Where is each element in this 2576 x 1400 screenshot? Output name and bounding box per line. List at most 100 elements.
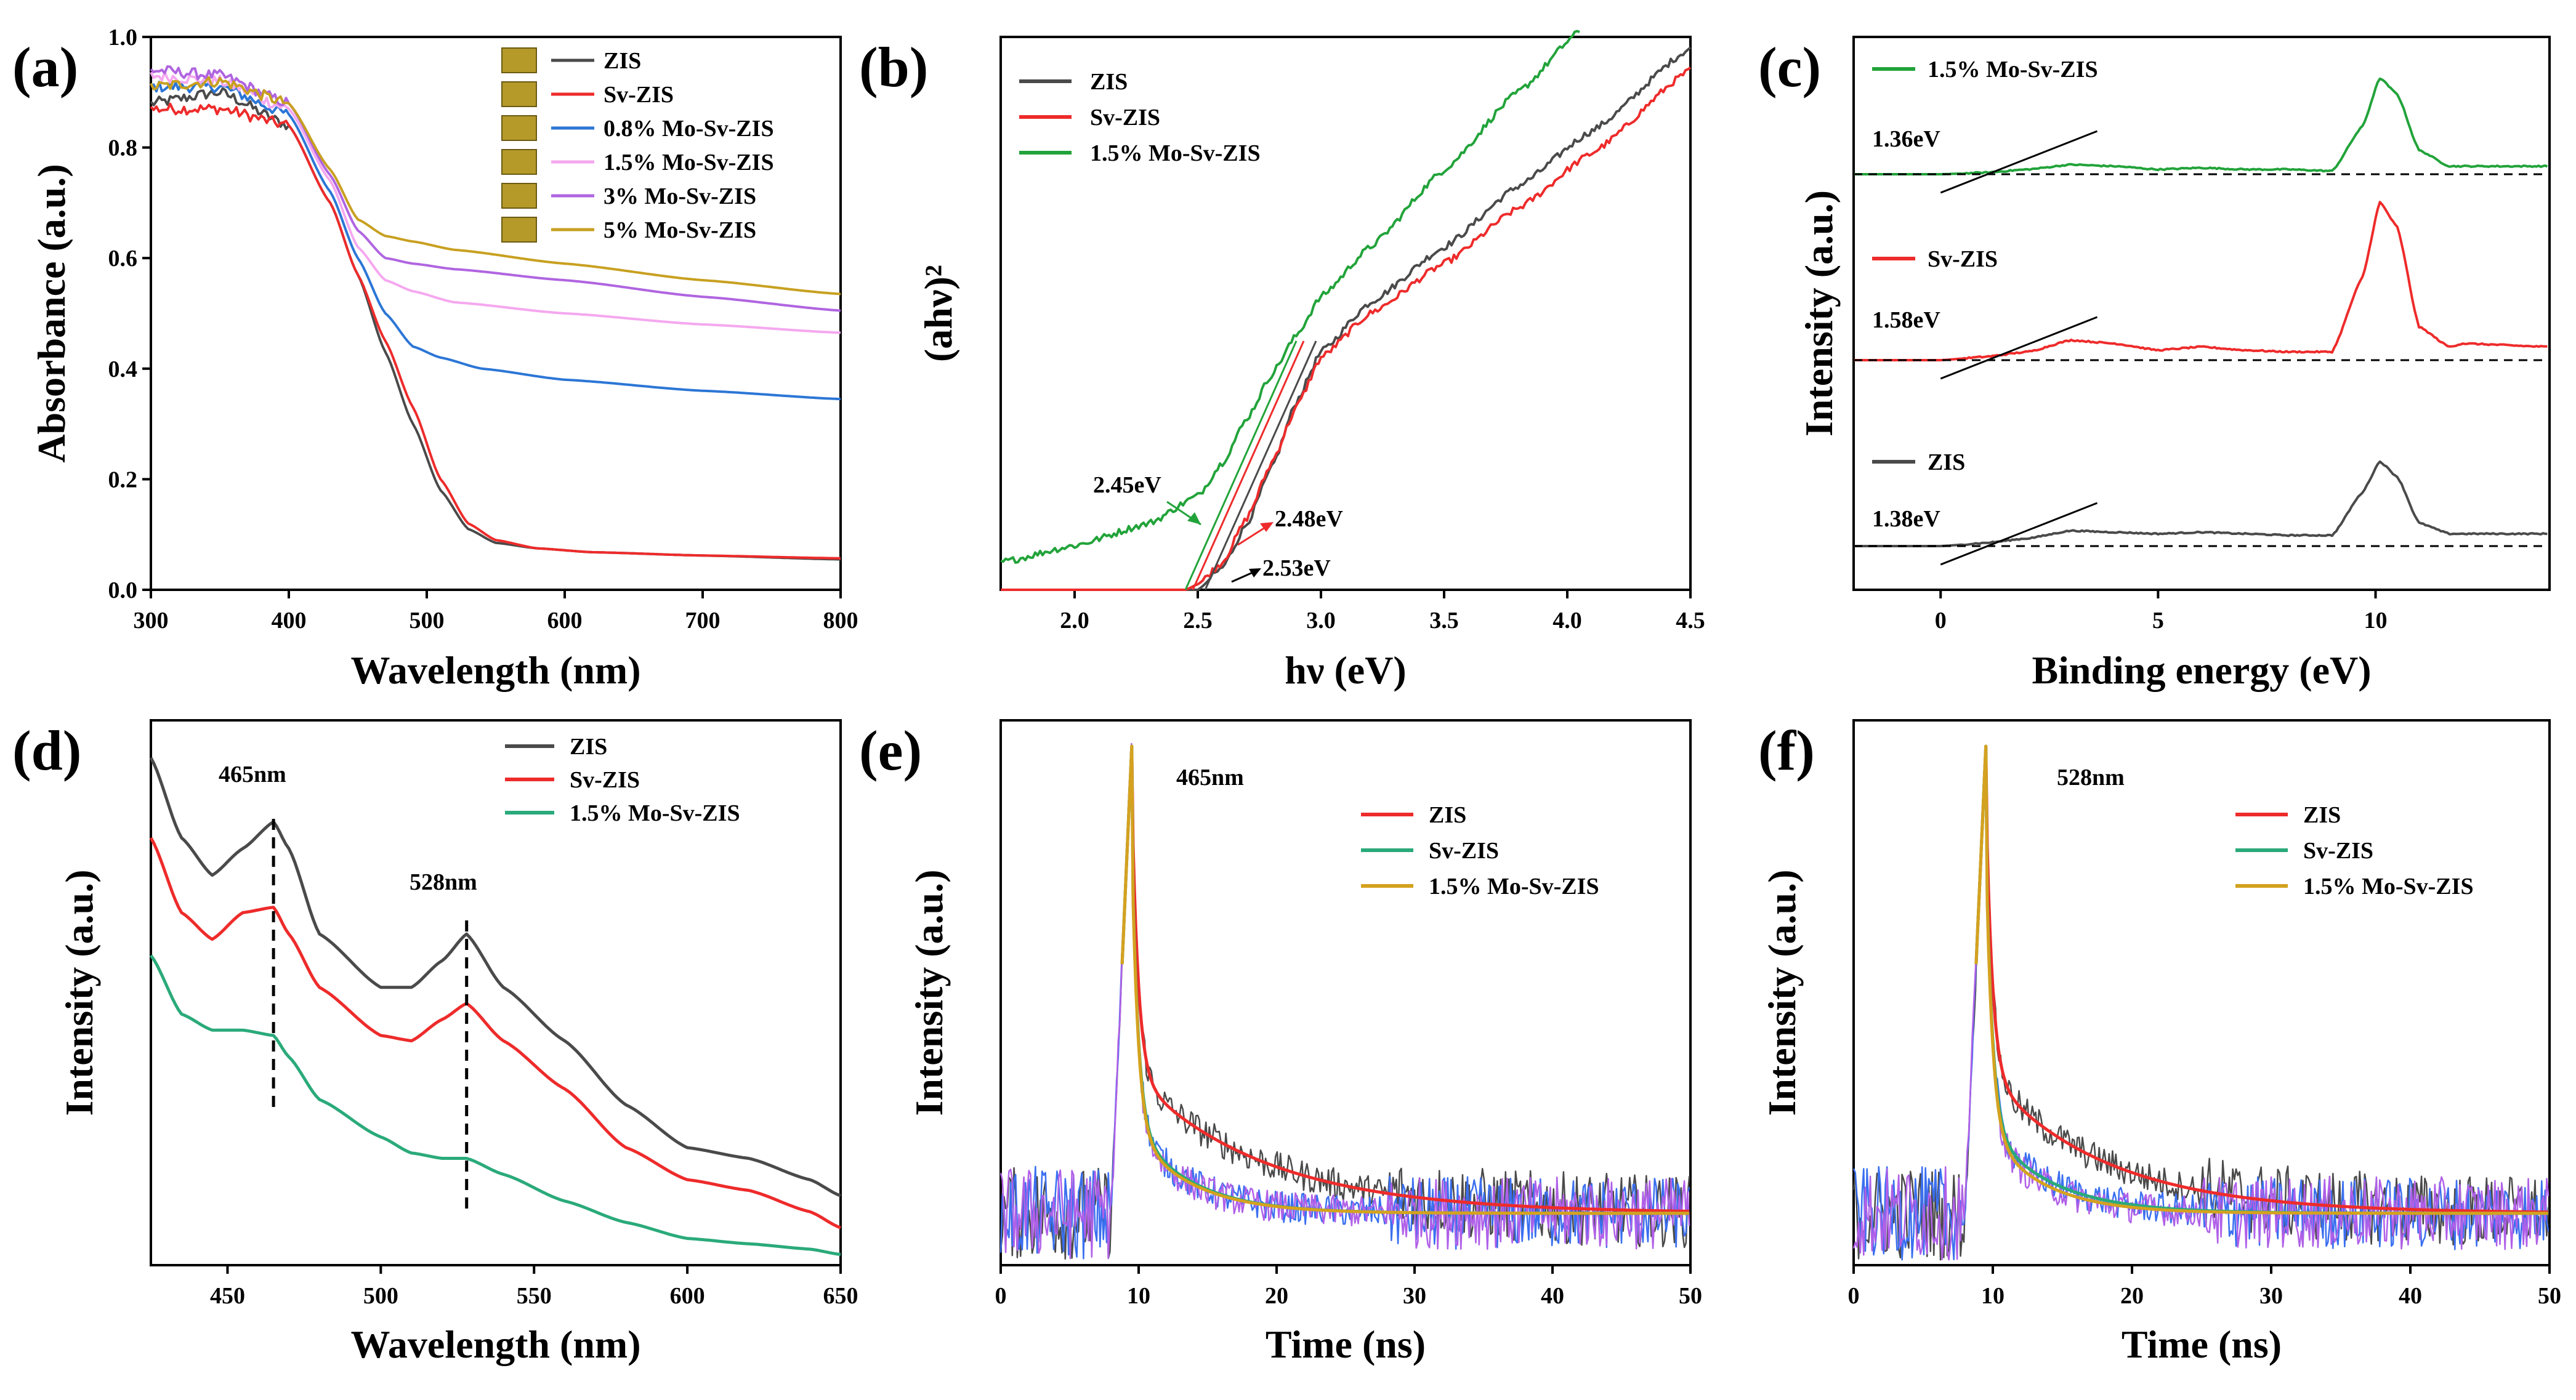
legend-label-b: ZIS — [1090, 69, 1128, 95]
raw-data-f-2 — [1852, 757, 2550, 1261]
x-tick-label-f: 40 — [2399, 1283, 2422, 1309]
x-tick-label-d: 650 — [823, 1283, 858, 1309]
annotation-d: 528nm — [410, 869, 477, 895]
x-tick-label-f: 30 — [2259, 1283, 2283, 1309]
series-line-d-2 — [149, 954, 841, 1257]
panel-a: 300 400 500 600 700 800 0.0 0.2 0.4 0.6 0.8 1.0 Wave… — [12, 25, 858, 692]
x-tick-label-b: 3.5 — [1429, 608, 1459, 634]
series-line-c-2 — [1854, 460, 2548, 547]
raw-data-e-0 — [999, 747, 1690, 1260]
legend-swatch-photo-a — [501, 183, 537, 209]
panel-label-c: (c) — [1758, 36, 1821, 99]
legend-label-a: ZIS — [604, 48, 641, 74]
legend-label-a: 3% Mo-Sv-ZIS — [604, 183, 756, 209]
legend-label-c: Sv-ZIS — [1928, 246, 1998, 272]
panel-label-b: (b) — [859, 36, 928, 99]
x-tick-label-f: 50 — [2538, 1283, 2561, 1309]
series-line-b-1 — [1001, 66, 1692, 591]
x-tick-label-f: 10 — [1981, 1283, 2005, 1309]
x-tick-label-d: 500 — [363, 1283, 398, 1309]
panel-f: 0 10 20 30 40 50 Time (ns) Intensity (a.u.) 528n… — [1758, 719, 2561, 1366]
y-axis-title-a: Absorbance (a.u.) — [30, 164, 73, 462]
tangent-line-b — [1192, 340, 1305, 590]
legend-label-f: ZIS — [2303, 802, 2341, 828]
tangent-line-c — [1940, 502, 2098, 566]
x-axis-title-c: Binding energy (eV) — [2032, 648, 2371, 692]
panel-label-d: (d) — [12, 719, 81, 782]
plot-frame-e — [999, 719, 1692, 1266]
plot-frame-a — [150, 36, 842, 591]
arrow-head-b — [1187, 512, 1201, 525]
x-axis-title-f: Time (ns) — [2122, 1322, 2282, 1366]
fit-line-f-2 — [1974, 744, 2548, 1215]
series-line-a-2 — [150, 79, 841, 401]
fit-line-f-0 — [1974, 744, 2548, 1214]
y-axis-title-f: Intensity (a.u.) — [1760, 869, 1804, 1116]
x-tick-label-c: 0 — [1935, 608, 1947, 634]
y-tick-label-a: 0.8 — [108, 135, 138, 161]
x-tick-label-d: 600 — [670, 1283, 705, 1309]
panel-c: 0 5 10 Binding energy (eV) Intensity (a.u.) 1… — [1758, 36, 2551, 692]
legend-label-d: ZIS — [570, 734, 607, 760]
series-line-b-2 — [1000, 30, 1580, 564]
series-line-c-0 — [1854, 77, 2548, 175]
legend-label-d: Sv-ZIS — [570, 767, 640, 793]
annotation-b: 2.45eV — [1093, 472, 1161, 498]
fit-line-e-2 — [1120, 744, 1689, 1215]
x-tick-label-d: 550 — [517, 1283, 552, 1309]
legend-swatch-photo-a — [501, 217, 537, 243]
annotation-d: 465nm — [219, 762, 286, 787]
plot-frame-c — [1852, 36, 2551, 591]
tangent-line-c — [1940, 316, 2098, 380]
tangent-line-c — [1940, 130, 2098, 194]
x-tick-label-a: 800 — [823, 608, 858, 634]
x-axis-title-d: Wavelength (nm) — [350, 1322, 640, 1366]
x-tick-label-c: 10 — [2364, 608, 2388, 634]
x-tick-label-e: 40 — [1541, 1283, 1564, 1309]
x-tick-label-a: 300 — [134, 608, 169, 634]
annotation-f: 528nm — [2057, 765, 2125, 791]
legend-label-c: ZIS — [1928, 449, 1965, 475]
legend-swatch-photo-a — [501, 47, 537, 73]
panel-label-e: (e) — [859, 719, 922, 782]
panel-e: 0 10 20 30 40 50 Time (ns) Intensity (a.u.) 465n… — [859, 719, 1702, 1366]
arrow-head-b — [1260, 522, 1274, 532]
x-tick-label-a: 600 — [547, 608, 583, 634]
annotation-b: 2.48eV — [1275, 506, 1343, 532]
legend-label-b: 1.5% Mo-Sv-ZIS — [1090, 140, 1261, 166]
series-line-c-1 — [1854, 201, 2548, 361]
legend-label-e: Sv-ZIS — [1429, 838, 1499, 864]
x-tick-label-a: 700 — [685, 608, 721, 634]
series-line-a-3 — [150, 71, 841, 334]
y-axis-title-d: Intensity (a.u.) — [57, 869, 101, 1116]
legend-label-a: 1.5% Mo-Sv-ZIS — [604, 150, 774, 175]
series-line-d-1 — [149, 837, 841, 1229]
x-tick-label-e: 20 — [1265, 1283, 1288, 1309]
x-tick-label-b: 2.5 — [1183, 608, 1213, 634]
x-axis-title-e: Time (ns) — [1266, 1322, 1426, 1366]
raw-data-e-2 — [999, 742, 1690, 1260]
panel-d: 450 500 550 600 650 Wavelength (nm) Intensity … — [12, 719, 858, 1366]
arrow-head-b — [1249, 568, 1261, 577]
y-tick-label-a: 0.4 — [108, 356, 138, 382]
y-tick-label-a: 0.0 — [108, 577, 138, 603]
plot-frame-b — [999, 36, 1692, 591]
annotation-c: 1.38eV — [1872, 506, 1940, 532]
x-tick-label-e: 50 — [1679, 1283, 1702, 1309]
legend-swatch-photo-a — [501, 115, 537, 141]
legend-swatch-photo-a — [501, 81, 537, 107]
x-tick-label-c: 5 — [2152, 608, 2164, 634]
legend-label-c: 1.5% Mo-Sv-ZIS — [1928, 57, 2098, 82]
legend-label-a: 5% Mo-Sv-ZIS — [604, 217, 756, 243]
legend-label-b: Sv-ZIS — [1090, 105, 1160, 131]
legend-label-d: 1.5% Mo-Sv-ZIS — [570, 800, 740, 826]
series-line-a-1 — [150, 102, 841, 560]
x-tick-label-e: 30 — [1403, 1283, 1426, 1309]
x-tick-label-b: 3.0 — [1306, 608, 1336, 634]
y-axis-title-e: Intensity (a.u.) — [907, 869, 951, 1116]
y-axis-title-c: Intensity (a.u.) — [1797, 190, 1841, 436]
legend-label-f: Sv-ZIS — [2303, 838, 2373, 864]
panel-b: 2.0 2.5 3.0 3.5 4.0 4.5 hν (eV) (ahν)² 2.45eV 2.4… — [859, 30, 1705, 692]
legend-label-e: ZIS — [1429, 802, 1466, 828]
